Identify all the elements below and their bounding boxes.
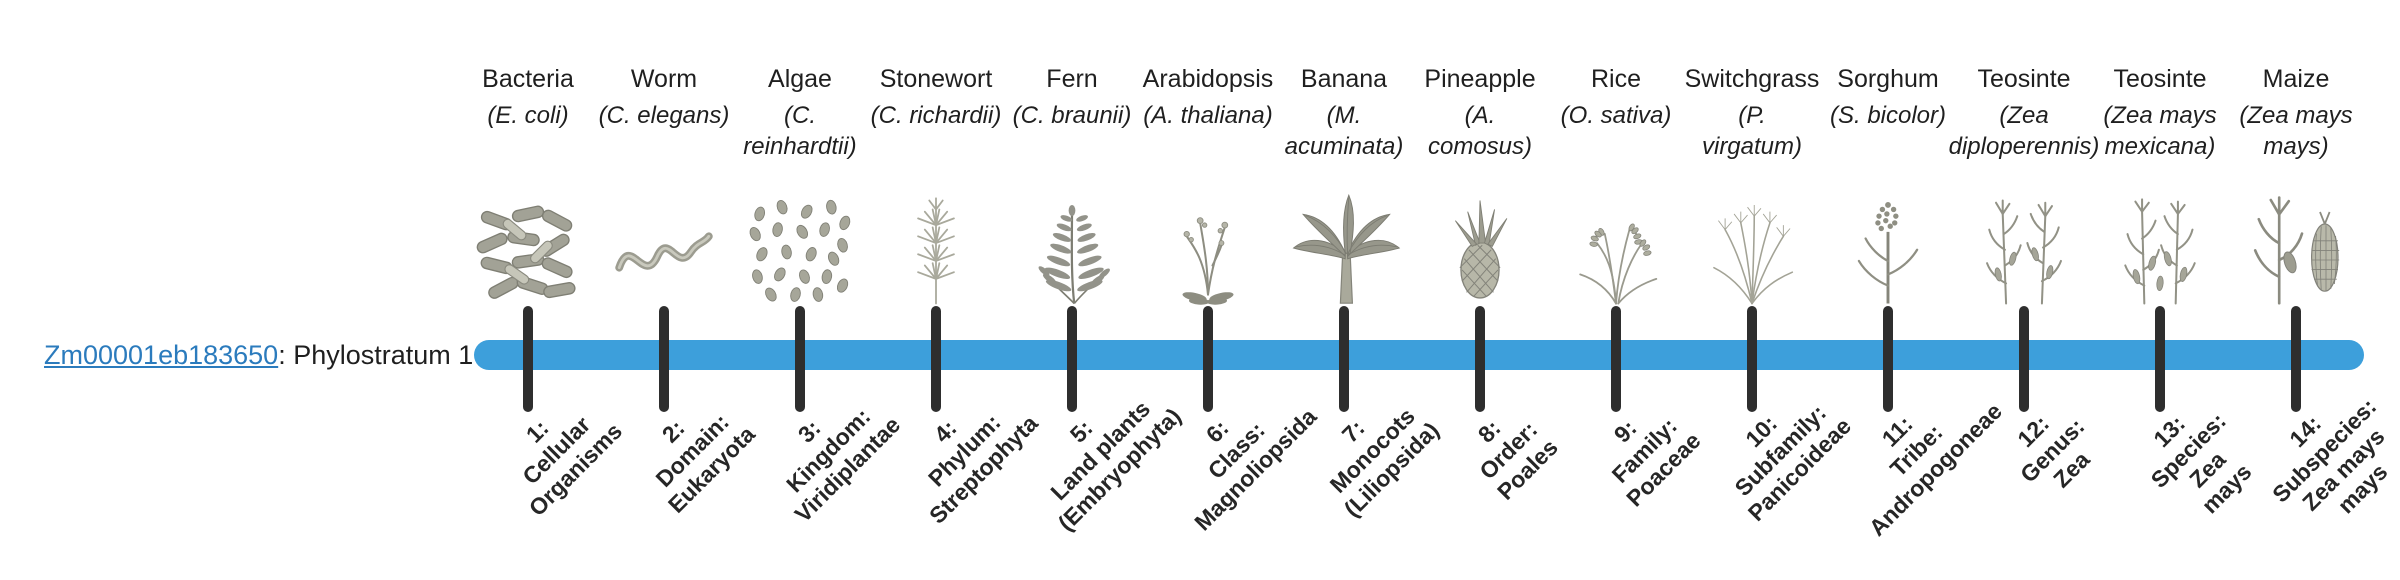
organism-scientific-name: (S. bicolor) bbox=[1829, 102, 1947, 129]
phylostratum-tick bbox=[523, 306, 533, 412]
organism-common-name: Fern bbox=[1046, 65, 1098, 93]
organism-common-name: Algae bbox=[768, 65, 832, 93]
organism-common-name: Maize bbox=[2262, 65, 2330, 93]
phylostratum-tick bbox=[1339, 306, 1349, 412]
organism-common-name: Bacteria bbox=[482, 65, 574, 93]
organism-scientific-name: (A. comosus) bbox=[1427, 102, 1533, 160]
organism-common-name: Banana bbox=[1300, 65, 1388, 93]
organism-common-name: Teosinte bbox=[1977, 65, 2071, 93]
stratum-label: 13: Species: Zea mays bbox=[2145, 407, 2257, 519]
algae-icon bbox=[725, 168, 875, 308]
maize-icon bbox=[2221, 168, 2371, 308]
phylostratum-tick bbox=[1747, 306, 1757, 412]
sorghum-icon bbox=[1813, 168, 1963, 308]
organism-common-name: Sorghum bbox=[1837, 65, 1939, 93]
organism-scientific-name: (C. braunii) bbox=[1012, 102, 1132, 129]
stonewort-icon bbox=[861, 168, 1011, 308]
phylostratum-bar bbox=[474, 340, 2364, 370]
stratum-label: 2: Domain: Eukaryota bbox=[650, 408, 760, 518]
gene-link[interactable]: Zm00001eb183650 bbox=[44, 340, 279, 370]
organism-common-name: Worm bbox=[630, 65, 698, 93]
stratum-label: 10: Subfamily: Panicoideae bbox=[1729, 399, 1857, 527]
stratum-label: 5: Land plants (Embryophyta) bbox=[1045, 395, 1186, 536]
phylostratum-tick bbox=[795, 306, 805, 412]
phylostratum-tick bbox=[659, 306, 669, 412]
worm-icon bbox=[589, 168, 739, 308]
organism-common-name: Stonewort bbox=[879, 65, 993, 93]
phylostratum-tick bbox=[1067, 306, 1077, 412]
organism-scientific-name: (C. reinhardtii) bbox=[743, 102, 857, 160]
phylostratum-tick bbox=[931, 306, 941, 412]
organism-scientific-name: (P. virgatum) bbox=[1701, 102, 1803, 160]
organism-scientific-name: (A. thaliana) bbox=[1143, 102, 1273, 129]
stratum-label: 8: Order: Poales bbox=[1472, 414, 1563, 505]
phylostratum-tick bbox=[1475, 306, 1485, 412]
organism-common-name: Arabidopsis bbox=[1142, 65, 1274, 93]
switchgrass-icon bbox=[1677, 168, 1827, 308]
organism-scientific-name: (C. richardii) bbox=[870, 102, 1002, 129]
organism-scientific-name: (M. acuminata) bbox=[1284, 102, 1404, 160]
phylostratum-tick bbox=[2155, 306, 2165, 412]
pineapple-icon bbox=[1405, 168, 1555, 308]
phylostratum-tick bbox=[2019, 306, 2029, 412]
organism-scientific-name: (Zea mays mexicana) bbox=[2103, 102, 2217, 160]
gene-label-suffix: : Phylostratum 1 bbox=[278, 340, 474, 370]
stratum-label: 1: Cellular Organisms bbox=[517, 411, 628, 522]
organism-scientific-name: (E. coli) bbox=[487, 102, 569, 129]
organism-scientific-name: (Zea mays mays) bbox=[2239, 102, 2353, 160]
organism-scientific-name: (Zea diploperennis) bbox=[1948, 102, 2100, 160]
organism-scientific-name: (O. sativa) bbox=[1560, 102, 1672, 129]
bacteria-icon bbox=[453, 168, 603, 308]
organism-common-name: Pineapple bbox=[1424, 65, 1536, 93]
stratum-label: 4: Phylum: Streptophyta bbox=[923, 409, 1043, 529]
teosinte-mexicana-icon bbox=[2085, 168, 2235, 308]
phylostratum-tick bbox=[1203, 306, 1213, 412]
phylostratum-tick bbox=[1883, 306, 1893, 412]
stratum-label: 3: Kingdom: Viridiplantae bbox=[781, 403, 906, 528]
stratum-label: 12: Genus: Zea bbox=[2012, 410, 2095, 493]
fern-icon bbox=[997, 168, 1147, 308]
arabidopsis-icon bbox=[1133, 168, 1283, 308]
phylostratum-tick bbox=[1611, 306, 1621, 412]
gene-label: Zm00001eb183650: Phylostratum 1 bbox=[44, 339, 473, 371]
stratum-label: 9: Family: Poaceae bbox=[1606, 412, 1706, 512]
phylostratum-tick bbox=[2291, 306, 2301, 412]
teosinte-diploperennis-icon bbox=[1949, 168, 2099, 308]
banana-icon bbox=[1269, 168, 1419, 308]
stratum-label: 6: Class: Magnoliopsida bbox=[1189, 403, 1322, 536]
organism-common-name: Switchgrass bbox=[1684, 65, 1820, 93]
stratum-label: 11: Tribe: Andropogoneae bbox=[1863, 397, 2007, 541]
organism-common-name: Rice bbox=[1590, 65, 1641, 93]
organism-common-name: Teosinte bbox=[2113, 65, 2207, 93]
rice-icon bbox=[1541, 168, 1691, 308]
stratum-label: 7: Monocots (Liliopsida) bbox=[1324, 402, 1444, 522]
organism-scientific-name: (C. elegans) bbox=[598, 102, 730, 129]
stratum-label: 14: Subspecies: Zea mays mays bbox=[2267, 393, 2393, 519]
